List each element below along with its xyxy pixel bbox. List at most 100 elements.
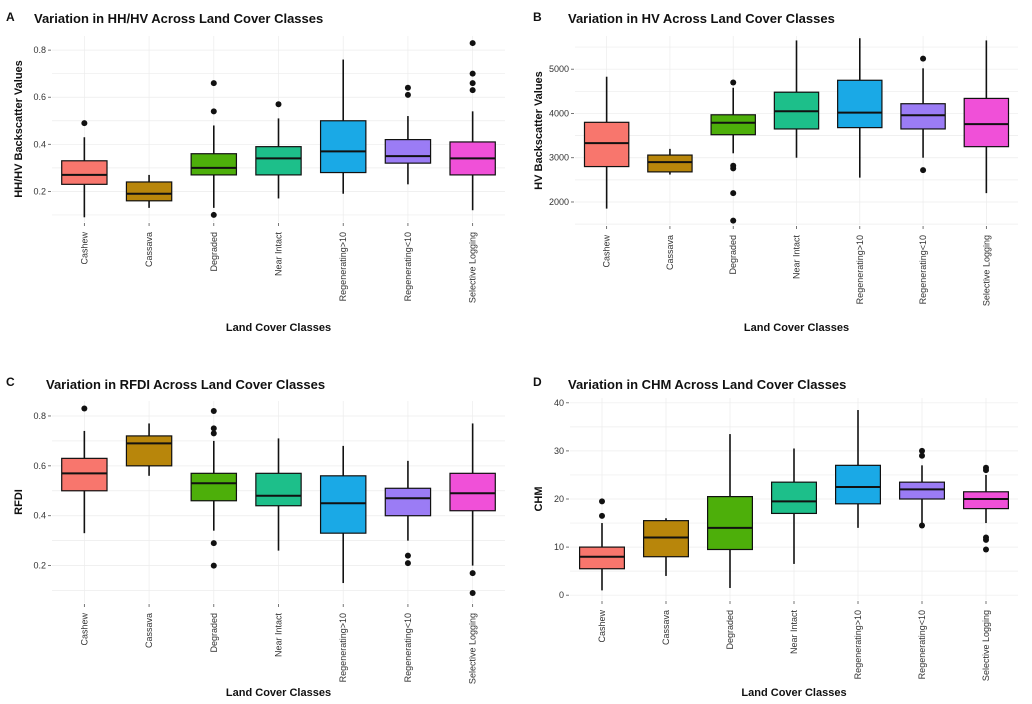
y-axis-label: HV Backscatter Values — [533, 71, 545, 190]
box-iqr — [125, 435, 173, 467]
y-tick-label: 0.8 — [33, 411, 46, 421]
y-axis-label: RFDI — [13, 489, 25, 515]
panel-letter: D — [533, 375, 542, 389]
x-tick-label: Cashew — [79, 232, 89, 265]
box-cassava — [647, 148, 693, 175]
outlier-point — [730, 162, 737, 169]
box-cashew — [61, 120, 108, 218]
outlier-point — [210, 540, 217, 547]
box-iqr — [898, 481, 945, 500]
box-iqr — [583, 121, 630, 168]
box-regenerating-10 — [900, 55, 946, 174]
outlier-point — [210, 425, 217, 432]
x-tick-label: Degraded — [209, 613, 219, 653]
y-tick-label: 20 — [554, 494, 564, 504]
box-near-intact — [255, 438, 302, 551]
box-degraded — [190, 407, 238, 569]
box-iqr — [255, 472, 302, 507]
box-cassava — [125, 174, 173, 208]
box-regenerating-10 — [319, 445, 367, 584]
x-tick-label: Regenerating>10 — [338, 613, 348, 682]
box-iqr — [384, 138, 432, 164]
box-near-intact — [770, 448, 817, 564]
panel-a: A Variation in HH/HV Across Land Cover Cl… — [6, 10, 505, 334]
box-regenerating-10 — [898, 447, 945, 529]
x-tick-label: Regenerating<10 — [918, 235, 928, 304]
x-tick-label: Degraded — [728, 235, 738, 275]
panel-b: B Variation in HV Across Land Cover Class… — [533, 10, 1018, 334]
y-tick-label: 0.4 — [33, 511, 46, 521]
y-tick-label: 0.2 — [33, 186, 46, 196]
box-iqr — [255, 146, 302, 176]
y-tick-label: 0.8 — [33, 45, 46, 55]
box-degraded — [710, 79, 756, 224]
outlier-point — [983, 546, 989, 553]
outlier-point — [404, 560, 411, 567]
box-iqr — [319, 475, 367, 534]
outlier-point — [210, 211, 217, 218]
outlier-point — [920, 167, 927, 174]
panel-letter: C — [6, 375, 15, 389]
x-axis-label: Land Cover Classes — [226, 687, 331, 699]
y-tick-label: 0.6 — [33, 461, 46, 471]
outlier-point — [210, 108, 217, 115]
x-tick-label: Near Intact — [792, 235, 802, 280]
outlier-point — [469, 87, 476, 94]
outlier-point — [469, 590, 476, 597]
outlier-point — [919, 452, 925, 459]
box-cassava — [125, 423, 173, 476]
outlier-point — [919, 447, 925, 454]
box-iqr — [900, 103, 946, 130]
x-tick-label: Regenerating>10 — [855, 235, 865, 304]
outlier-point — [599, 498, 605, 505]
box-iqr — [125, 181, 173, 202]
outlier-point — [404, 552, 411, 559]
box-iqr — [770, 481, 817, 515]
box-iqr — [190, 153, 238, 176]
x-tick-label: Cashew — [602, 235, 612, 268]
box-regenerating-10 — [384, 84, 432, 185]
chart-title: Variation in CHM Across Land Cover Class… — [568, 377, 846, 392]
box-cashew — [61, 405, 108, 534]
y-tick-label: 4000 — [549, 108, 569, 118]
x-tick-label: Selective Logging — [981, 610, 991, 681]
outlier-point — [469, 70, 476, 77]
box-regenerating-10 — [384, 460, 432, 567]
box-iqr — [449, 472, 496, 512]
outlier-point — [730, 217, 737, 224]
outlier-point — [469, 40, 476, 47]
box-iqr — [710, 114, 756, 136]
box-iqr — [61, 160, 108, 185]
outlier-point — [275, 101, 282, 108]
x-tick-label: Regenerating>10 — [853, 610, 863, 679]
x-tick-label: Regenerating<10 — [917, 610, 927, 679]
panel-letter: A — [6, 10, 15, 24]
box-iqr — [319, 120, 367, 174]
outlier-point — [730, 79, 737, 86]
chart-title: Variation in HH/HV Across Land Cover Cla… — [34, 11, 323, 26]
x-tick-label: Selective Logging — [468, 613, 478, 684]
outlier-point — [404, 91, 411, 98]
y-tick-label: 0.6 — [33, 92, 46, 102]
box-cashew — [583, 76, 630, 209]
box-cassava — [642, 518, 689, 576]
chart-title: Variation in RFDI Across Land Cover Clas… — [46, 377, 325, 392]
y-tick-label: 0.4 — [33, 139, 46, 149]
box-iqr — [962, 491, 1009, 510]
outlier-point — [210, 407, 217, 414]
x-axis-label: Land Cover Classes — [744, 322, 849, 334]
outlier-point — [919, 522, 925, 529]
x-tick-label: Near Intact — [789, 610, 799, 655]
x-tick-label: Degraded — [725, 610, 735, 650]
box-iqr — [647, 154, 693, 173]
box-selective-logging — [963, 40, 1010, 194]
y-tick-label: 30 — [554, 446, 564, 456]
outlier-point — [469, 570, 476, 577]
box-regenerating-10 — [319, 59, 367, 194]
box-iqr — [61, 457, 108, 492]
y-tick-label: 5000 — [549, 64, 569, 74]
y-tick-label: 0.2 — [33, 561, 46, 571]
x-tick-label: Cassava — [144, 613, 154, 648]
box-selective-logging — [449, 423, 496, 597]
box-degraded — [190, 80, 238, 218]
